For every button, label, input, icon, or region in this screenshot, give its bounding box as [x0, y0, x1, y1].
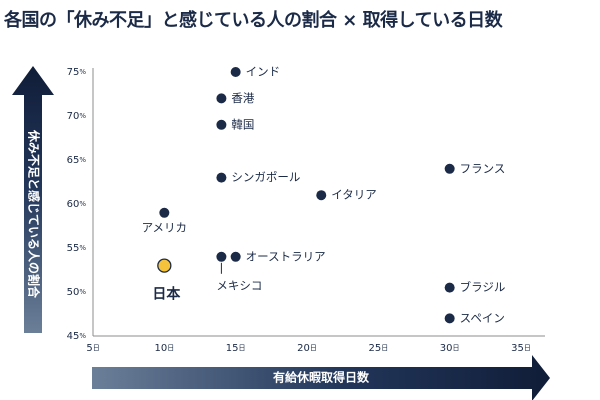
y-tick-label: 75% [67, 67, 87, 78]
data-point [216, 119, 227, 130]
y-tick-label: 50% [67, 287, 87, 298]
data-point [230, 67, 241, 77]
data-point-group: メキシコ [216, 251, 262, 292]
data-point [444, 282, 455, 293]
point-label: インド [246, 65, 281, 79]
data-point-group: 日本 [152, 258, 181, 303]
data-point-group: ブラジル [444, 280, 506, 294]
point-label: スペイン [460, 311, 505, 325]
point-label: 日本 [152, 286, 181, 303]
chart-title: 各国の「休み不足」と感じている人の割合 × 取得している日数 [4, 10, 503, 31]
x-tick-label: 10日 [154, 343, 174, 354]
data-point [316, 190, 327, 201]
y-tick-label: 65% [67, 155, 87, 166]
point-label: ブラジル [460, 280, 506, 294]
point-label: 韓国 [231, 117, 254, 131]
y-tick-label: 60% [67, 199, 87, 210]
data-point-group: フランス [444, 161, 506, 175]
point-label: シンガポール [231, 170, 300, 184]
x-tick-label: 15日 [226, 343, 246, 354]
y-axis-title: 休み不足と感じている人の割合 [27, 129, 42, 299]
x-axis-arrow [92, 355, 550, 400]
data-point-group: 香港 [216, 91, 255, 105]
x-tick-label: 35日 [511, 343, 531, 354]
highlight-point [157, 258, 172, 273]
data-point [159, 207, 170, 218]
data-point [216, 93, 227, 104]
data-point [216, 251, 227, 262]
data-point [216, 172, 227, 183]
x-tick-label: 5日 [86, 343, 99, 354]
data-point-group: アメリカ [142, 207, 187, 234]
data-point-group: シンガポール [216, 170, 300, 184]
data-point-group: 韓国 [216, 117, 254, 131]
data-point-group: オーストラリア [230, 249, 326, 263]
point-label: オーストラリア [246, 249, 326, 263]
data-point [444, 313, 455, 324]
y-tick-label: 45% [67, 331, 87, 342]
data-point [444, 163, 455, 174]
x-tick-label: 25日 [368, 343, 388, 354]
x-axis-title: 有給休暇取得日数 [273, 370, 370, 385]
point-label: 香港 [231, 91, 254, 105]
point-label: アメリカ [142, 220, 187, 234]
data-point-group: スペイン [444, 311, 505, 325]
point-label: メキシコ [216, 278, 262, 292]
y-tick-label: 70% [67, 111, 87, 122]
x-tick-label: 30日 [440, 343, 460, 354]
y-axis-arrow [12, 66, 54, 333]
data-point-group: インド [230, 65, 281, 79]
point-label: フランス [460, 161, 506, 175]
point-label: イタリア [331, 188, 377, 202]
data-point [230, 251, 241, 262]
y-tick-label: 55% [67, 243, 87, 254]
data-point-group: イタリア [316, 188, 377, 202]
x-tick-label: 20日 [297, 343, 317, 354]
